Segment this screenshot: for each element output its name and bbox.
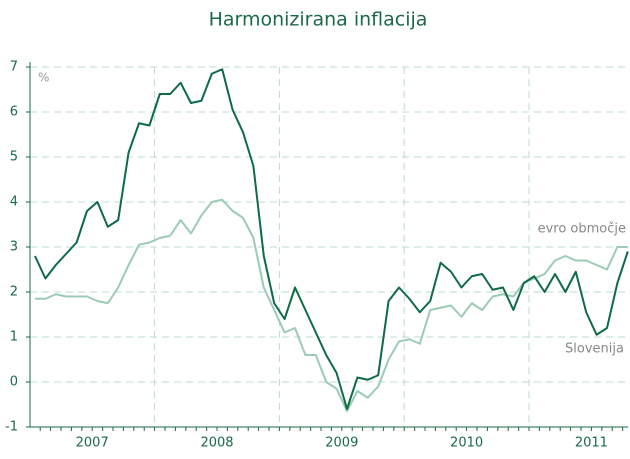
series-label: evro območje (538, 222, 626, 237)
chart-title: Harmonizirana inflacija (209, 9, 428, 31)
x-tick-label: 2011 (575, 436, 608, 451)
y-unit: % (38, 71, 49, 85)
x-tick-label: 2009 (325, 436, 358, 451)
x-tick-label: 2007 (76, 436, 109, 451)
y-tick-label: 7 (10, 60, 18, 75)
y-tick-label: 3 (10, 240, 18, 255)
y-tick-label: 2 (10, 285, 18, 300)
x-tick-label: 2008 (200, 436, 233, 451)
y-tick-label: 4 (10, 195, 18, 210)
y-tick-label: 0 (10, 375, 18, 390)
x-tick-label: 2010 (450, 436, 483, 451)
y-tick-label: 6 (10, 105, 18, 120)
y-tick-label: 5 (10, 150, 18, 165)
series-line (34, 68, 629, 410)
series-label: Slovenija (565, 342, 624, 357)
y-tick-label: -1 (5, 420, 18, 435)
y-tick-label: 1 (10, 330, 18, 345)
